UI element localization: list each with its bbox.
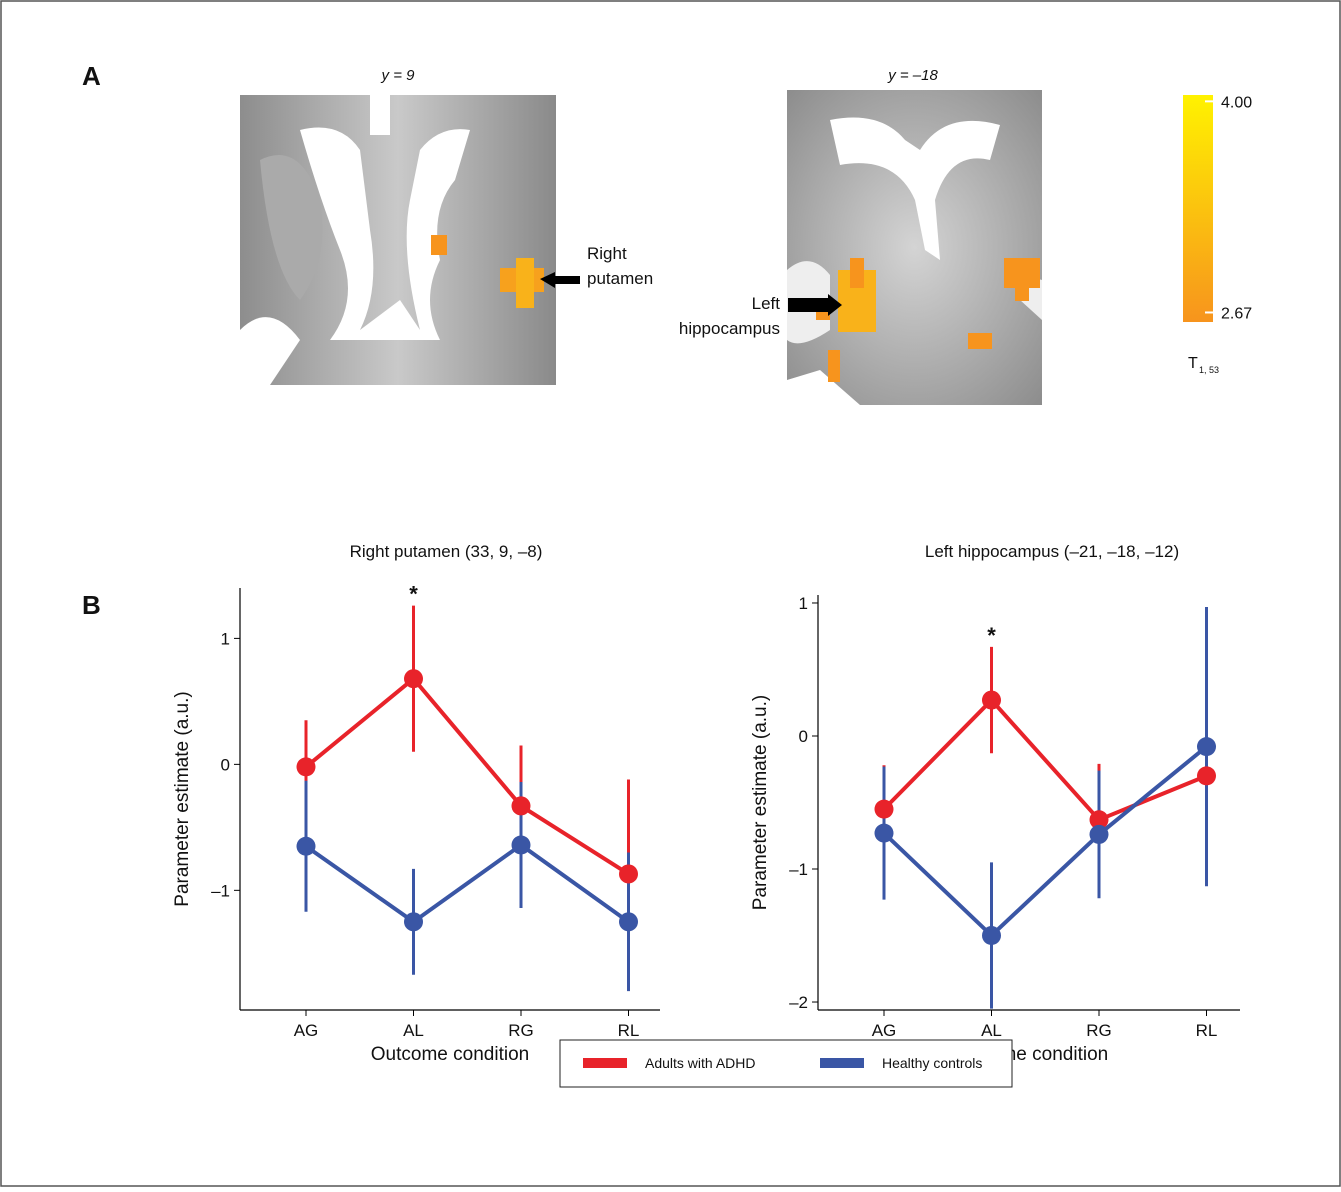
y-axis-label: Parameter estimate (a.u.) [172,691,193,906]
image-title: y = –18 [887,67,938,84]
y-tick-label: 1 [799,594,808,613]
data-point [875,824,894,843]
data-point [512,835,531,854]
significance-marker: * [409,582,418,607]
colorbar-label-subscript: 1, 53 [1199,365,1219,375]
data-point [982,691,1001,710]
x-tick-label: AG [294,1021,319,1040]
legend-swatch [820,1058,864,1068]
colorbar-tick-label: 2.67 [1221,305,1252,322]
colorbar-tick-label: 4.00 [1221,94,1252,111]
image-annotation: Right [587,244,627,263]
legend-swatch [583,1058,627,1068]
charts: Right putamen (33, 9, –8) –1 0 1 AG AL RG RL Out… [172,542,1240,1065]
data-point [1197,737,1216,756]
x-tick-label: RG [1086,1021,1112,1040]
series-line [884,700,1207,820]
data-point [1197,766,1216,785]
chart-title: Right putamen (33, 9, –8) [350,542,543,561]
data-point [982,926,1001,945]
x-tick-label: AG [872,1021,897,1040]
data-point [619,912,638,931]
y-tick-label: –2 [789,993,808,1012]
y-tick-label: 0 [799,727,808,746]
image-annotation: hippocampus [679,319,780,338]
data-point [404,912,423,931]
legend-label: Adults with ADHD [645,1055,755,1071]
y-tick-label: 0 [221,755,230,774]
colorbar-label: T [1188,355,1198,372]
series-line [306,679,629,874]
panel-label: A [82,61,101,91]
x-axis-label: Outcome condition [371,1044,529,1065]
data-point [1090,825,1109,844]
y-tick-label: 1 [221,629,230,648]
x-tick-label: AL [403,1021,424,1040]
image-annotation: putamen [587,269,653,288]
data-point [619,864,638,883]
frame [1,1,1340,1186]
y-tick-label: –1 [789,860,808,879]
brain-image [787,90,1042,405]
significance-marker: * [987,623,996,648]
brain-image [240,95,580,385]
data-point [875,800,894,819]
image-annotation: Left [752,294,781,313]
x-tick-label: RL [1196,1021,1218,1040]
colorbar-fill [1183,95,1213,322]
data-point [404,669,423,688]
x-tick-label: RG [508,1021,534,1040]
legend-label: Healthy controls [882,1055,982,1071]
data-point [512,796,531,815]
image-title: y = 9 [381,67,416,84]
y-tick-label: –1 [211,881,230,900]
panel-label: B [82,590,101,620]
x-tick-label: AL [981,1021,1002,1040]
figure: A B y = 9 Right putamen y = –18 Left hip… [0,0,1341,1187]
data-point [297,757,316,776]
data-point [297,837,316,856]
y-axis-label: Parameter estimate (a.u.) [750,695,771,910]
series-line [306,845,629,922]
series-line [884,747,1207,936]
chart-title: Left hippocampus (–21, –18, –12) [925,542,1179,561]
x-tick-label: RL [618,1021,640,1040]
